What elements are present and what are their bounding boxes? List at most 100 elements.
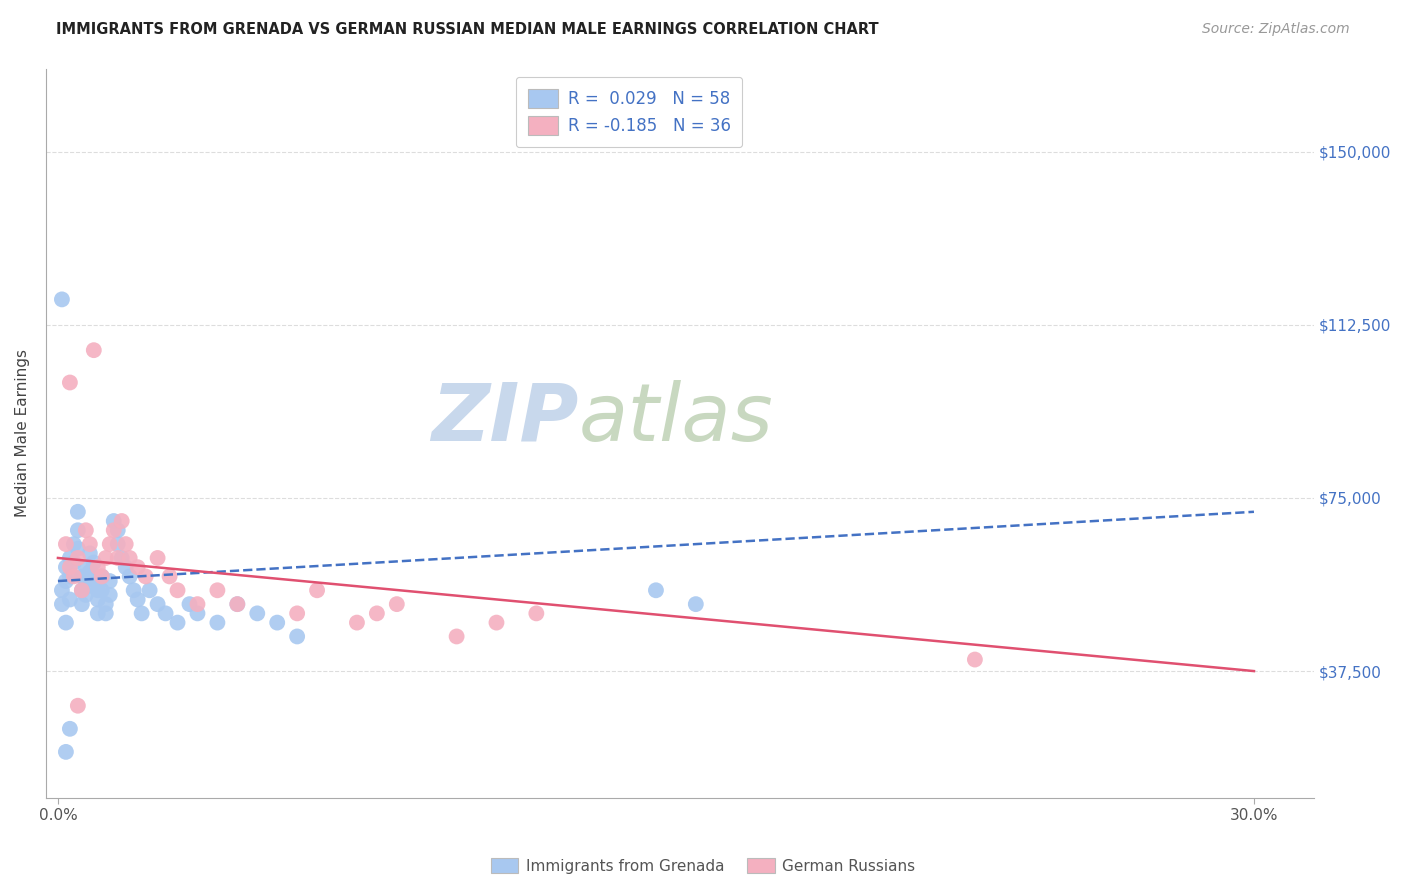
Point	[55, 574, 77, 588]
Point	[155, 607, 177, 621]
Point	[79, 565, 101, 579]
Point	[103, 523, 125, 537]
Point	[94, 597, 117, 611]
Point	[66, 551, 89, 566]
Point	[59, 551, 82, 566]
Point	[285, 607, 308, 621]
Point	[307, 583, 329, 598]
Point	[59, 560, 82, 574]
Point	[63, 569, 86, 583]
Point	[122, 583, 145, 598]
Point	[79, 579, 101, 593]
Point	[138, 583, 160, 598]
Text: atlas: atlas	[578, 380, 773, 458]
Point	[55, 560, 77, 574]
Point	[66, 541, 89, 556]
Point	[55, 537, 77, 551]
Point	[166, 615, 188, 630]
Point	[59, 376, 82, 390]
Point	[111, 551, 134, 566]
Point	[266, 615, 288, 630]
Point	[146, 551, 169, 566]
Point	[51, 583, 73, 598]
Point	[83, 569, 105, 583]
Point	[55, 615, 77, 630]
Point	[226, 597, 249, 611]
Point	[207, 583, 229, 598]
Point	[79, 537, 101, 551]
Point	[963, 652, 986, 666]
Point	[103, 514, 125, 528]
Point	[90, 569, 112, 583]
Point	[66, 523, 89, 537]
Point	[75, 523, 97, 537]
Point	[83, 556, 105, 570]
Point	[75, 574, 97, 588]
Point	[70, 583, 93, 598]
Point	[63, 556, 86, 570]
Point	[385, 597, 408, 611]
Point	[118, 551, 141, 566]
Point	[63, 537, 86, 551]
Point	[59, 569, 82, 583]
Point	[186, 597, 208, 611]
Point	[98, 588, 121, 602]
Point	[146, 597, 169, 611]
Point	[246, 607, 269, 621]
Point	[66, 505, 89, 519]
Point	[685, 597, 707, 611]
Point	[75, 560, 97, 574]
Point	[366, 607, 388, 621]
Point	[70, 569, 93, 583]
Point	[87, 560, 110, 574]
Point	[285, 630, 308, 644]
Point	[166, 583, 188, 598]
Point	[114, 560, 136, 574]
Point	[186, 607, 208, 621]
Point	[98, 537, 121, 551]
Point	[645, 583, 668, 598]
Point	[75, 588, 97, 602]
Point	[524, 607, 547, 621]
Point	[346, 615, 368, 630]
Text: ZIP: ZIP	[432, 380, 578, 458]
Point	[87, 607, 110, 621]
Point	[87, 583, 110, 598]
Point	[127, 592, 149, 607]
Point	[107, 523, 129, 537]
Point	[485, 615, 508, 630]
Point	[59, 722, 82, 736]
Point	[70, 583, 93, 598]
Point	[226, 597, 249, 611]
Point	[118, 569, 141, 583]
Point	[131, 607, 153, 621]
Legend: Immigrants from Grenada, German Russians: Immigrants from Grenada, German Russians	[485, 852, 921, 880]
Point	[90, 569, 112, 583]
Y-axis label: Median Male Earnings: Median Male Earnings	[15, 350, 30, 517]
Point	[107, 551, 129, 566]
Point	[94, 607, 117, 621]
Point	[446, 630, 468, 644]
Point	[127, 560, 149, 574]
Text: Source: ZipAtlas.com: Source: ZipAtlas.com	[1202, 22, 1350, 37]
Point	[66, 698, 89, 713]
Text: IMMIGRANTS FROM GRENADA VS GERMAN RUSSIAN MEDIAN MALE EARNINGS CORRELATION CHART: IMMIGRANTS FROM GRENADA VS GERMAN RUSSIA…	[56, 22, 879, 37]
Point	[135, 569, 157, 583]
Point	[94, 551, 117, 566]
Point	[79, 546, 101, 560]
Point	[83, 343, 105, 358]
Point	[90, 583, 112, 598]
Point	[51, 597, 73, 611]
Point	[107, 537, 129, 551]
Point	[207, 615, 229, 630]
Point	[111, 514, 134, 528]
Legend: R =  0.029   N = 58, R = -0.185   N = 36: R = 0.029 N = 58, R = -0.185 N = 36	[516, 77, 742, 147]
Point	[59, 592, 82, 607]
Point	[179, 597, 201, 611]
Point	[159, 569, 181, 583]
Point	[55, 745, 77, 759]
Point	[51, 293, 73, 307]
Point	[114, 537, 136, 551]
Point	[98, 574, 121, 588]
Point	[70, 597, 93, 611]
